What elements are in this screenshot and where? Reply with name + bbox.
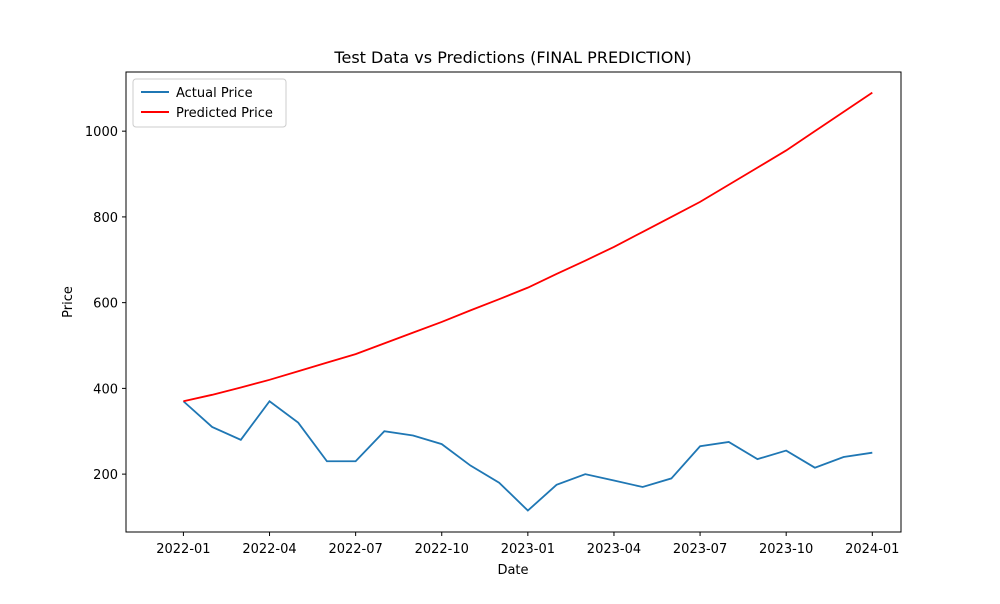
x-tick-label: 2022-04 <box>242 542 296 557</box>
x-tick-label: 2023-01 <box>501 542 555 557</box>
y-tick-label: 400 <box>93 382 118 397</box>
x-tick-label: 2022-07 <box>328 542 382 557</box>
data-line <box>183 91 873 403</box>
plot-frame <box>125 71 902 533</box>
y-tick-label: 600 <box>93 297 118 312</box>
x-tick-label: 2023-10 <box>759 542 813 557</box>
legend-label: Predicted Price <box>176 106 273 121</box>
y-tick-label: 800 <box>93 211 118 226</box>
x-tick-label: 2022-10 <box>415 542 469 557</box>
data-line <box>182 399 873 512</box>
y-axis-label: Price <box>61 286 76 318</box>
y-tick-label: 200 <box>93 468 118 483</box>
x-tick-label: 2024-01 <box>845 542 899 557</box>
y-tick-label: 1000 <box>85 125 118 140</box>
chart-title: Test Data vs Predictions (FINAL PREDICTI… <box>333 48 691 67</box>
legend-label: Actual Price <box>176 86 253 101</box>
x-axis-label: Date <box>497 563 528 578</box>
x-tick-label: 2022-01 <box>156 542 210 557</box>
x-tick-label: 2023-07 <box>673 542 727 557</box>
legend-box <box>132 78 287 128</box>
x-tick-label: 2023-04 <box>587 542 641 557</box>
